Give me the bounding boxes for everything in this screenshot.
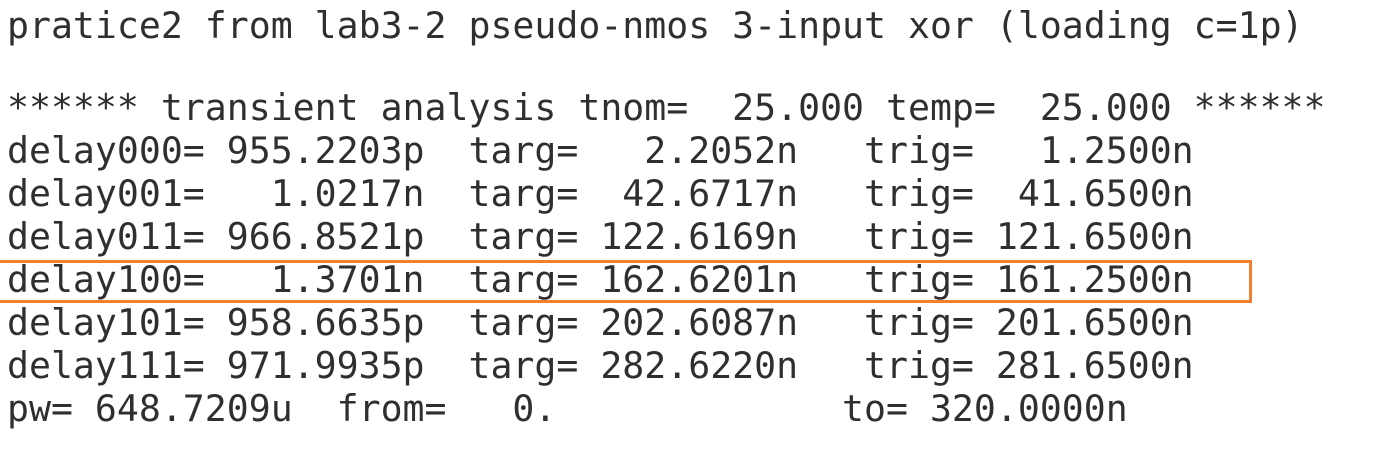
delay100-line: delay100= 1.3701n targ= 162.6201n trig= … (7, 258, 1194, 301)
delay001-line: delay001= 1.0217n targ= 42.6717n trig= 4… (7, 172, 1194, 215)
delay111-line: delay111= 971.9935p targ= 282.6220n trig… (7, 344, 1194, 387)
delay011-line: delay011= 966.8521p targ= 122.6169n trig… (7, 215, 1194, 258)
delay000-line: delay000= 955.2203p targ= 2.2052n trig= … (7, 129, 1194, 172)
delay101-line: delay101= 958.6635p targ= 202.6087n trig… (7, 301, 1194, 344)
output-title-line: pratice2 from lab3-2 pseudo-nmos 3-input… (7, 4, 1304, 47)
pulse-width-line: pw= 648.7209u from= 0. to= 320.0000n (7, 387, 1128, 430)
analysis-header-line: ****** transient analysis tnom= 25.000 t… (7, 86, 1326, 129)
